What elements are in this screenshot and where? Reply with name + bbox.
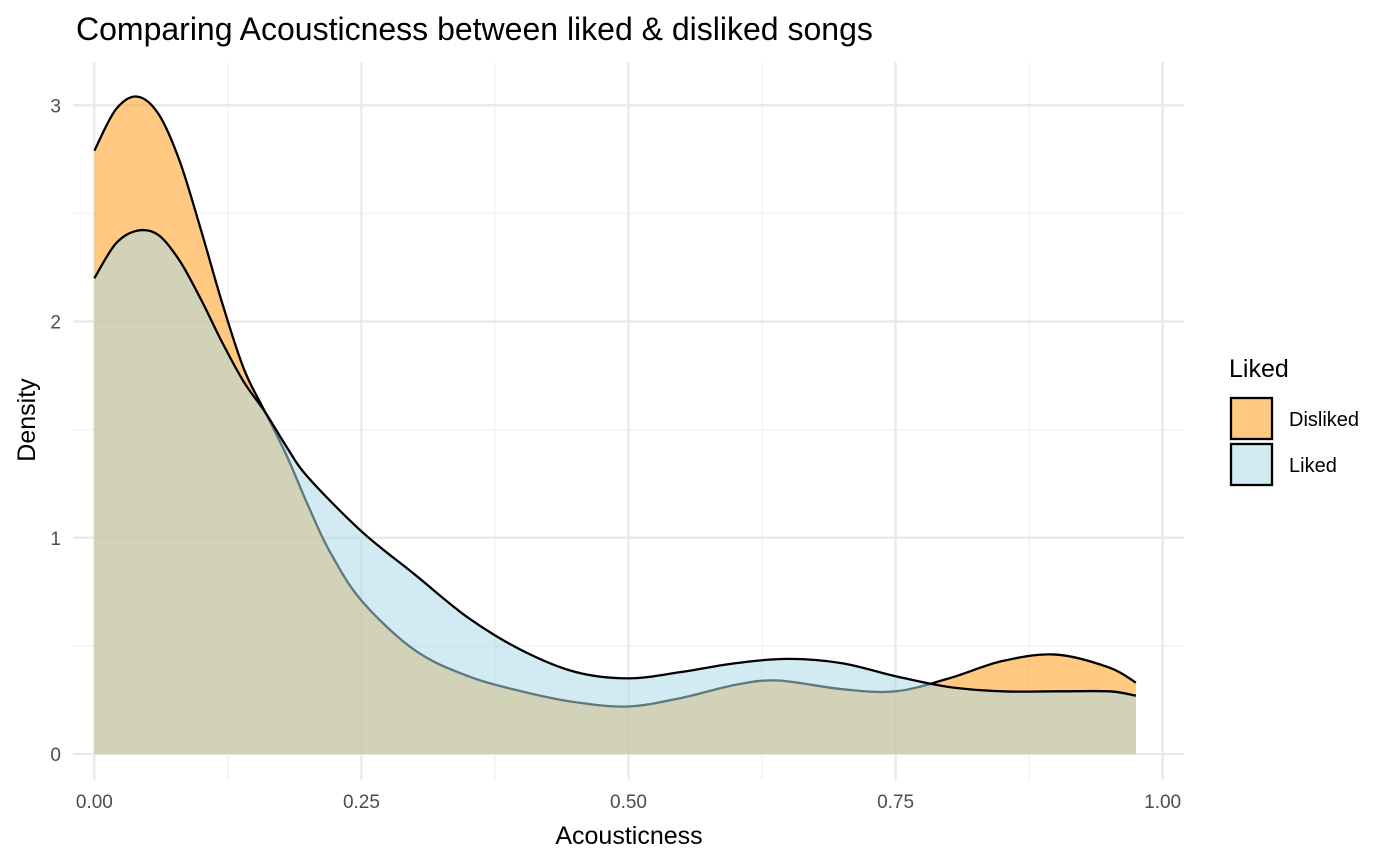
- x-tick-label: 1.00: [1144, 792, 1181, 813]
- legend-label-disliked: Disliked: [1289, 409, 1359, 431]
- density-area-liked: [94, 230, 1136, 755]
- legend-title: Liked: [1229, 355, 1289, 383]
- chart-title: Comparing Acousticness between liked & d…: [76, 11, 873, 47]
- density-areas: [93, 95, 1137, 755]
- y-tick-label: 0: [50, 745, 61, 766]
- y-axis-title: Density: [13, 378, 41, 462]
- x-tick-label: 0.50: [610, 792, 647, 813]
- legend-key-liked: [1229, 442, 1274, 487]
- y-tick-label: 1: [50, 529, 61, 550]
- x-tick-label: 0.00: [76, 792, 113, 813]
- y-tick-label: 3: [50, 96, 61, 117]
- x-axis-ticks: 0.00 0.25 0.50 0.75 1.00: [76, 792, 1181, 813]
- legend-label-liked: Liked: [1289, 455, 1337, 477]
- density-line-liked: [93, 228, 1137, 697]
- x-tick-label: 0.25: [343, 792, 380, 813]
- x-tick-label: 0.75: [877, 792, 914, 813]
- legend-key-disliked: [1229, 396, 1274, 441]
- x-axis-title: Acousticness: [555, 822, 702, 850]
- legend: Liked Disliked Liked: [1229, 355, 1359, 487]
- y-axis-ticks: 0 1 2 3: [50, 96, 61, 766]
- y-tick-label: 2: [50, 313, 61, 334]
- legend-items: Disliked Liked: [1229, 396, 1359, 487]
